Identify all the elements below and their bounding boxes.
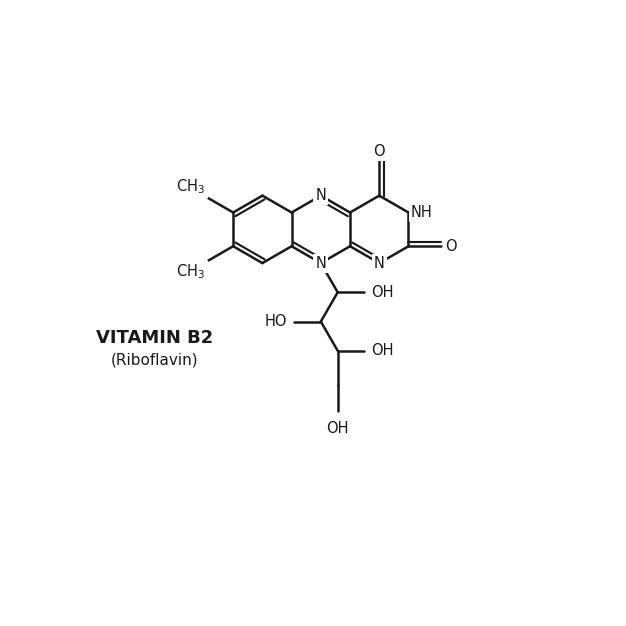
Text: NH: NH [411, 205, 433, 220]
Text: O: O [374, 144, 385, 159]
Text: OH: OH [326, 421, 349, 436]
Text: OH: OH [371, 285, 394, 300]
Text: (Riboflavin): (Riboflavin) [111, 352, 198, 367]
Text: HO: HO [265, 314, 287, 329]
Text: O: O [445, 239, 457, 254]
Text: N: N [316, 255, 326, 270]
Text: N: N [316, 188, 326, 203]
Text: OH: OH [371, 343, 394, 358]
Text: CH$_3$: CH$_3$ [176, 263, 205, 281]
Text: VITAMIN B2: VITAMIN B2 [96, 329, 213, 347]
Text: N: N [374, 255, 385, 270]
Text: CH$_3$: CH$_3$ [176, 177, 205, 196]
